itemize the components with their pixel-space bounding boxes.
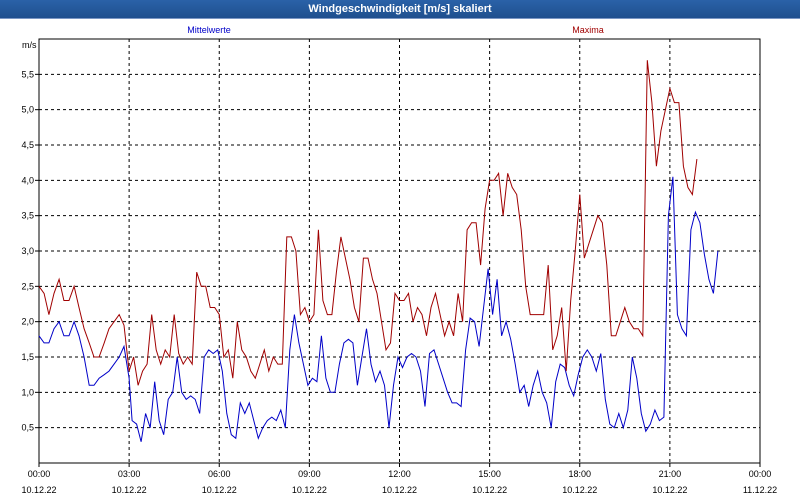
x-tick-date-label: 11.12.22 <box>743 485 777 495</box>
x-tick-time-label: 06:00 <box>208 469 231 479</box>
window-titlebar <box>0 0 800 18</box>
y-tick-label: 3,5 <box>21 211 34 221</box>
x-tick-time-label: 21:00 <box>659 469 682 479</box>
x-tick-date-label: 10.12.22 <box>382 485 417 495</box>
x-tick-time-label: 15:00 <box>478 469 501 479</box>
y-tick-label: 1,0 <box>21 387 34 397</box>
series-line-maxima <box>38 60 698 386</box>
x-tick-time-label: 12:00 <box>388 469 411 479</box>
y-tick-label: 3,0 <box>21 246 34 256</box>
legend-mean: Mittelwerte <box>187 25 231 35</box>
x-tick-time-label: 03:00 <box>118 469 141 479</box>
x-tick-date-label: 10.12.22 <box>472 485 507 495</box>
x-axis: 00:00 10.12.22 03:00 10.12.22 06:00 10.12.22 0… <box>21 463 777 495</box>
x-tick-time-label: 00:00 <box>749 469 772 479</box>
y-axis: 0,5 1,0 1,5 2,0 2,5 3,0 3,5 4,0 4,5 5,0 5,5 <box>21 69 39 433</box>
x-tick-time-label: 00:00 <box>28 469 51 479</box>
x-tick-date-label: 10.12.22 <box>292 485 327 495</box>
y-tick-label: 2,5 <box>21 281 34 291</box>
grid-lines <box>39 39 760 463</box>
x-tick-date-label: 10.12.22 <box>202 485 237 495</box>
x-tick-date-label: 10.12.22 <box>112 485 147 495</box>
y-axis-label: m/s <box>22 40 37 50</box>
y-tick-label: 4,5 <box>21 140 34 150</box>
series-lines <box>38 60 719 442</box>
y-tick-label: 4,0 <box>21 175 34 185</box>
y-tick-label: 2,0 <box>21 317 34 327</box>
x-tick-date-label: 10.12.22 <box>652 485 687 495</box>
y-tick-label: 1,5 <box>21 352 34 362</box>
x-tick-date-label: 10.12.22 <box>21 485 56 495</box>
x-tick-date-label: 10.12.22 <box>562 485 597 495</box>
series-line-mittelwerte <box>38 176 719 442</box>
y-tick-label: 5,0 <box>21 105 34 115</box>
x-tick-time-label: 18:00 <box>568 469 591 479</box>
y-tick-label: 0,5 <box>21 423 34 433</box>
chart-title: Windgeschwindigkeit [m/s] skaliert <box>308 3 492 15</box>
y-tick-label: 5,5 <box>21 69 34 79</box>
legend-max: Maxima <box>572 25 604 35</box>
x-tick-time-label: 09:00 <box>298 469 321 479</box>
